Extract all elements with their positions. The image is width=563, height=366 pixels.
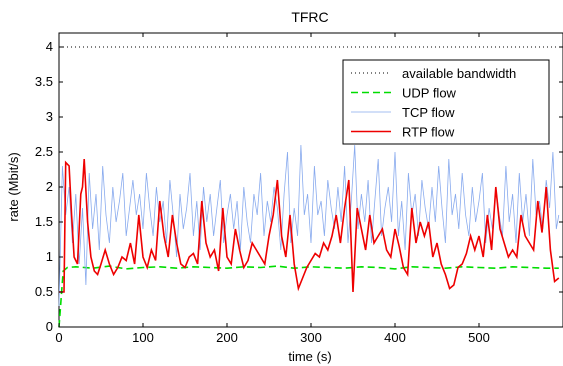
y-tick-label: 2 [46, 179, 53, 194]
legend-label: RTP flow [402, 125, 455, 140]
x-tick-label: 100 [132, 330, 154, 345]
x-tick-label: 300 [300, 330, 322, 345]
series-line-tcp-flow [58, 144, 560, 307]
y-axis-label: rate (Mbit/s) [6, 152, 21, 221]
x-tick-label: 0 [55, 330, 62, 345]
legend-box [342, 59, 550, 145]
legend-label: available bandwidth [402, 66, 516, 81]
legend: available bandwidth UDP flow TCP flow RTP f… [342, 59, 550, 145]
x-tick-label: 200 [216, 330, 238, 345]
x-axis-label: time (s) [288, 349, 331, 364]
x-tick-label: 400 [384, 330, 406, 345]
series-line-rtp-flow [59, 158, 560, 293]
y-tick-label: 0.5 [35, 284, 53, 299]
y-tick-label: 2.5 [35, 144, 53, 159]
legend-label: UDP flow [402, 86, 457, 101]
y-tick-label: 3 [46, 109, 53, 124]
chart-title: TFRC [291, 9, 328, 25]
y-tick-label: 3.5 [35, 74, 53, 89]
y-tick-label: 4 [46, 39, 53, 54]
x-tick-label: 500 [468, 330, 490, 345]
legend-label: TCP flow [402, 105, 455, 120]
y-tick-label: 1 [46, 249, 53, 264]
y-tick-label: 0 [46, 319, 53, 334]
y-tick-label: 1.5 [35, 214, 53, 229]
